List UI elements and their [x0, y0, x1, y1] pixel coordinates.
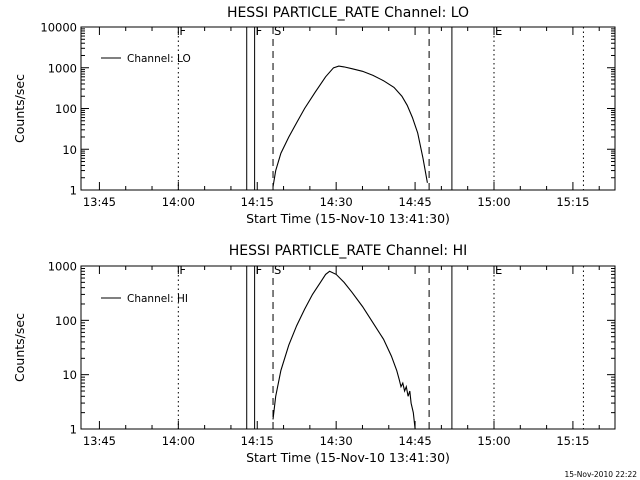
panel-hi: HESSI PARTICLE_RATE Channel: HI 1 10 100 100… — [12, 243, 616, 465]
x-tick-label: 14:45 — [399, 195, 432, 209]
y-tick-label: 1000 — [48, 260, 77, 274]
x-tick-label: 14:00 — [162, 195, 195, 209]
x-tick-label: 14:00 — [162, 434, 195, 448]
x-tick-label: 15:15 — [556, 434, 589, 448]
y-tick-label: 10000 — [40, 21, 77, 35]
y-tick-label: 1 — [70, 184, 77, 198]
flag-label: F — [256, 24, 263, 38]
footer-timestamp: 15-Nov-2010 22:22 — [565, 470, 638, 479]
y-axis-label: Counts/sec — [12, 74, 27, 143]
plot-frame — [80, 26, 616, 191]
flag-label: E — [495, 24, 502, 38]
y-axis-label: Counts/sec — [12, 313, 27, 382]
flag-label: F — [179, 24, 186, 38]
x-tick-label: 14:45 — [399, 434, 432, 448]
x-axis-label: Start Time (15-Nov-10 13:41:30) — [246, 450, 450, 465]
flag-label: S — [274, 24, 281, 38]
x-tick-label: 14:30 — [320, 434, 353, 448]
y-tick-label: 1 — [70, 423, 77, 437]
x-tick-label: 15:00 — [477, 434, 510, 448]
x-tick-label: 14:15 — [241, 434, 274, 448]
chart-title: HESSI PARTICLE_RATE Channel: HI — [229, 243, 467, 259]
y-tick-label: 1000 — [48, 61, 77, 75]
x-tick-label: 14:15 — [241, 195, 274, 209]
x-tick-label: 15:00 — [477, 195, 510, 209]
flag-label: F — [179, 263, 186, 277]
x-axis-label: Start Time (15-Nov-10 13:41:30) — [246, 211, 450, 226]
chart-title: HESSI PARTICLE_RATE Channel: LO — [227, 5, 469, 21]
flag-label: F — [256, 263, 263, 277]
legend-label: Channel: LO — [127, 53, 191, 65]
x-tick-label: 13:45 — [83, 434, 116, 448]
y-tick-label: 100 — [55, 102, 77, 116]
series-line — [272, 270, 416, 430]
flag-label: S — [274, 263, 281, 277]
x-tick-label: 14:30 — [320, 195, 353, 209]
series-line — [272, 65, 428, 187]
flag-label: E — [495, 263, 502, 277]
legend-label: Channel: HI — [127, 293, 188, 305]
x-tick-label: 13:45 — [83, 195, 116, 209]
x-tick-label: 15:15 — [556, 195, 589, 209]
y-tick-label: 10 — [62, 368, 77, 382]
plot-frame — [80, 265, 616, 430]
y-tick-label: 100 — [55, 314, 77, 328]
y-tick-label: 10 — [62, 143, 77, 157]
panel-lo: HESSI PARTICLE_RATE Channel: LO 1 10 100 100… — [12, 5, 616, 226]
